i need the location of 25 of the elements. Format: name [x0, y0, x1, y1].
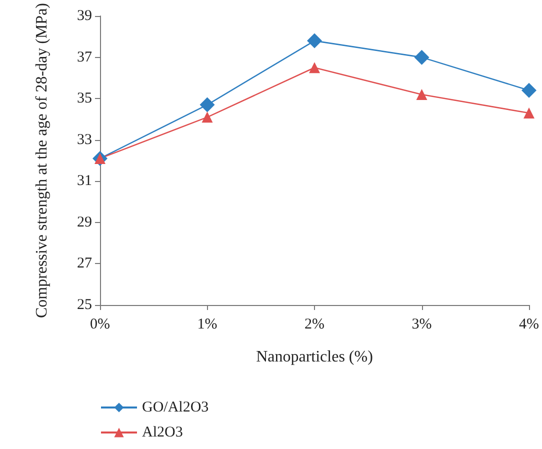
legend-label: Al2O3	[142, 424, 183, 440]
x-tick-label: 2%	[304, 316, 324, 332]
point	[524, 108, 534, 119]
point	[200, 97, 215, 112]
x-tick-label: 0%	[90, 316, 110, 332]
point	[309, 62, 320, 74]
y-tick-label: 39	[77, 8, 92, 24]
point	[414, 50, 430, 65]
y-tick-label: 27	[77, 256, 92, 272]
point	[522, 82, 536, 98]
y-tick-label: 29	[77, 214, 92, 230]
x-tick-label: 1%	[197, 316, 218, 332]
point	[416, 88, 428, 100]
y-axis-title: Compressive strength at the age of 28-day (MPa)	[34, 3, 50, 318]
legend-label: GO/Al2O3	[142, 400, 209, 416]
x-axis-title: Nanoparticles (%)	[256, 348, 373, 366]
point	[307, 33, 322, 48]
y-tick-label: 33	[77, 132, 92, 148]
y-tick-label: 35	[77, 90, 92, 107]
y-tick-label: 31	[77, 173, 92, 190]
y-tick-label: 37	[77, 49, 92, 66]
x-tick-label: 3%	[412, 316, 432, 332]
x-tick-label: 4%	[519, 316, 539, 332]
point	[202, 112, 213, 123]
y-tick-label: 25	[77, 297, 92, 313]
